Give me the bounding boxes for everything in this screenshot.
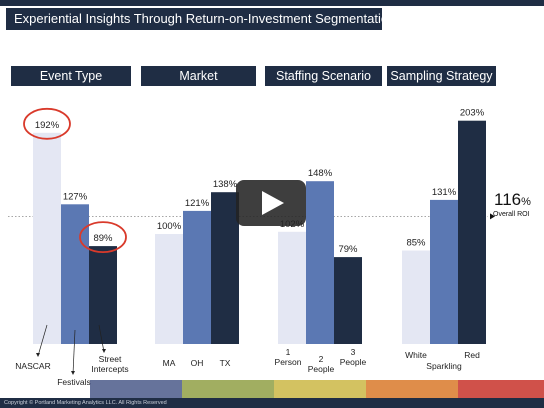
leader-line bbox=[72, 329, 76, 375]
bar-value-label: 192% bbox=[35, 120, 60, 131]
overall-roi-unit: % bbox=[521, 196, 531, 208]
category-tick-label: Sparkling bbox=[426, 361, 462, 371]
category-tick-label: 2 People bbox=[308, 354, 335, 374]
bar bbox=[61, 204, 89, 344]
leader-arrow-icon bbox=[102, 349, 106, 353]
footer-copyright: Copyright © Portland Marketing Analytics… bbox=[4, 400, 167, 406]
decor-stripe-olive bbox=[182, 380, 274, 398]
bar-value-label: 121% bbox=[185, 198, 210, 209]
category-tick-label: 3 People bbox=[340, 347, 367, 367]
top-bar bbox=[0, 0, 544, 6]
category-tick-label: Festivals bbox=[57, 377, 91, 387]
highlight-circle bbox=[23, 107, 71, 140]
bar-value-label: 89% bbox=[93, 233, 113, 244]
leader-line bbox=[37, 324, 48, 357]
bar bbox=[183, 210, 211, 344]
category-tick-label: NASCAR bbox=[15, 361, 50, 371]
decor-stripe-yellow bbox=[274, 380, 366, 398]
leader-arrow-icon bbox=[36, 353, 40, 357]
play-button[interactable] bbox=[236, 180, 306, 226]
overall-roi-label: Overall ROI bbox=[493, 211, 530, 218]
bar-value-label: 85% bbox=[406, 238, 426, 249]
bar-value-label: 79% bbox=[338, 244, 358, 255]
decor-stripe-blue bbox=[90, 380, 182, 398]
footer-bar bbox=[0, 398, 544, 408]
bar bbox=[306, 181, 334, 344]
bar-value-label: 148% bbox=[308, 168, 333, 179]
category-tick-label: Red bbox=[464, 350, 480, 360]
bar bbox=[211, 192, 239, 344]
leader-arrow-icon bbox=[71, 371, 75, 375]
header-market: Market bbox=[141, 66, 256, 86]
bar-value-label: 131% bbox=[432, 187, 457, 198]
page-title: Experiential Insights Through Return-on-… bbox=[6, 8, 402, 30]
bar-value-label: 100% bbox=[157, 221, 182, 232]
category-tick-label: TX bbox=[220, 358, 231, 368]
header-event-type: Event Type bbox=[11, 66, 131, 86]
bar bbox=[89, 246, 117, 344]
header-staffing-scenario: Staffing Scenario bbox=[265, 66, 382, 86]
bar bbox=[155, 234, 183, 344]
overall-roi-value: 116% bbox=[494, 190, 531, 210]
bar bbox=[430, 199, 458, 344]
overall-roi-number: 116 bbox=[494, 190, 522, 209]
bar-value-label: 138% bbox=[213, 179, 238, 190]
bar-value-label: 127% bbox=[63, 191, 88, 202]
decor-stripe-red bbox=[458, 380, 544, 398]
bar bbox=[334, 257, 362, 344]
header-sampling-strategy: Sampling Strategy bbox=[387, 66, 496, 86]
bar bbox=[33, 132, 61, 344]
category-tick-label: 1 Person bbox=[275, 347, 302, 367]
category-tick-label: MA bbox=[163, 358, 176, 368]
bar-value-label: 203% bbox=[460, 108, 485, 119]
category-tick-label: White bbox=[405, 350, 427, 360]
decor-stripe-orange bbox=[366, 380, 458, 398]
bar bbox=[402, 250, 430, 344]
category-tick-label: OH bbox=[191, 358, 204, 368]
highlight-circle bbox=[79, 221, 127, 254]
leader-line bbox=[98, 324, 105, 353]
bar bbox=[458, 120, 486, 344]
play-icon bbox=[262, 191, 284, 215]
overall-roi-arrow-icon bbox=[490, 213, 495, 220]
category-tick-label: Street Intercepts bbox=[91, 354, 128, 374]
bar bbox=[278, 231, 306, 344]
